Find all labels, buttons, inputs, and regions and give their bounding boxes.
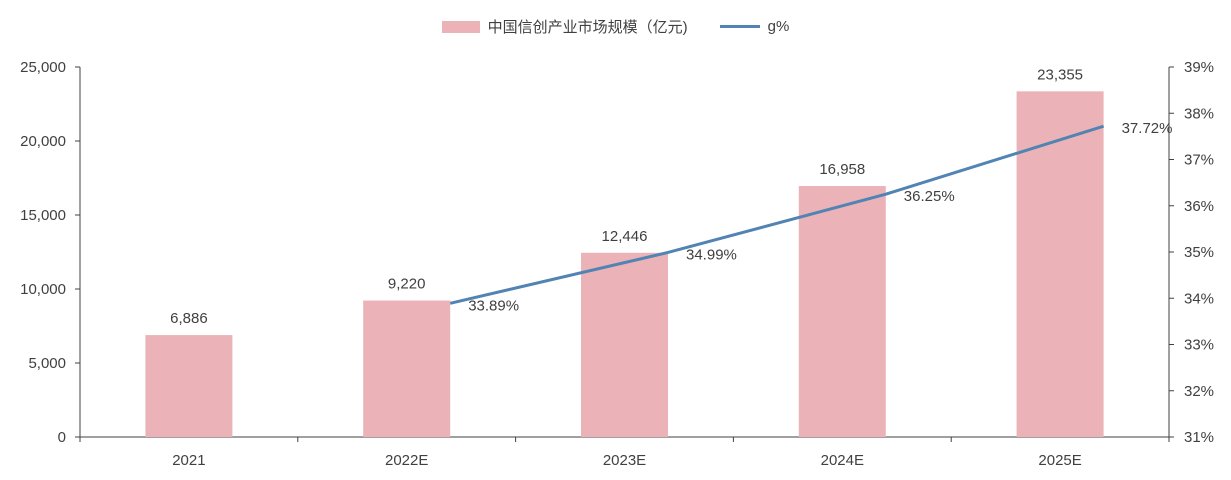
- y-right-tick-label: 36%: [1184, 198, 1214, 215]
- y-left-tick-label: 20,000: [20, 133, 66, 150]
- bar-2025E: [1016, 91, 1104, 437]
- y-left-tick-label: 15,000: [20, 207, 66, 224]
- y-right-tick-label: 31%: [1184, 429, 1214, 446]
- x-tick-label: 2025E: [1038, 452, 1081, 469]
- y-left-tick-label: 0: [58, 429, 66, 446]
- legend-bar-label: 中国信创产业市场规模（亿元): [487, 19, 688, 36]
- y-right-tick-label: 38%: [1184, 105, 1214, 122]
- x-tick-label: 2022E: [385, 452, 428, 469]
- x-tick-label: 2023E: [603, 452, 646, 469]
- growth-value-label: 34.99%: [686, 246, 737, 263]
- growth-value-label: 33.89%: [468, 297, 519, 314]
- legend-item-market-size: 中国信创产业市场规模（亿元): [441, 16, 688, 37]
- bar-value-label: 16,958: [819, 161, 865, 178]
- growth-line: [449, 124, 1105, 305]
- bar-value-label: 6,886: [170, 310, 208, 327]
- legend: 中国信创产业市场规模（亿元) g%: [0, 16, 1231, 37]
- bar-value-label: 23,355: [1037, 66, 1083, 83]
- bar-2024E: [798, 186, 886, 437]
- x-tick-label: 2021: [172, 452, 205, 469]
- growth-value-label: 36.25%: [904, 188, 955, 205]
- y-right-tick-label: 32%: [1184, 383, 1214, 400]
- y-right-tick-label: 35%: [1184, 244, 1214, 261]
- y-left-tick-label: 10,000: [20, 281, 66, 298]
- legend-line-label: g%: [767, 18, 790, 35]
- y-right-tick-label: 33%: [1184, 337, 1214, 354]
- legend-line-swatch: [719, 25, 760, 28]
- y-right-tick-label: 39%: [1184, 59, 1214, 76]
- legend-bar-swatch: [441, 20, 480, 33]
- bar-2021: [145, 335, 233, 437]
- legend-item-growth: g%: [719, 18, 790, 35]
- growth-value-label: 37.72%: [1122, 120, 1173, 137]
- y-left-tick-label: 25,000: [20, 59, 66, 76]
- bar-2023E: [581, 252, 668, 437]
- x-tick-label: 2024E: [821, 452, 864, 469]
- bar-value-label: 9,220: [388, 276, 426, 293]
- y-right-tick-label: 37%: [1184, 152, 1214, 169]
- y-right-tick-label: 34%: [1184, 290, 1214, 307]
- bar-value-label: 12,446: [602, 228, 648, 245]
- bar-2022E: [363, 300, 451, 437]
- y-left-tick-label: 5,000: [28, 355, 66, 372]
